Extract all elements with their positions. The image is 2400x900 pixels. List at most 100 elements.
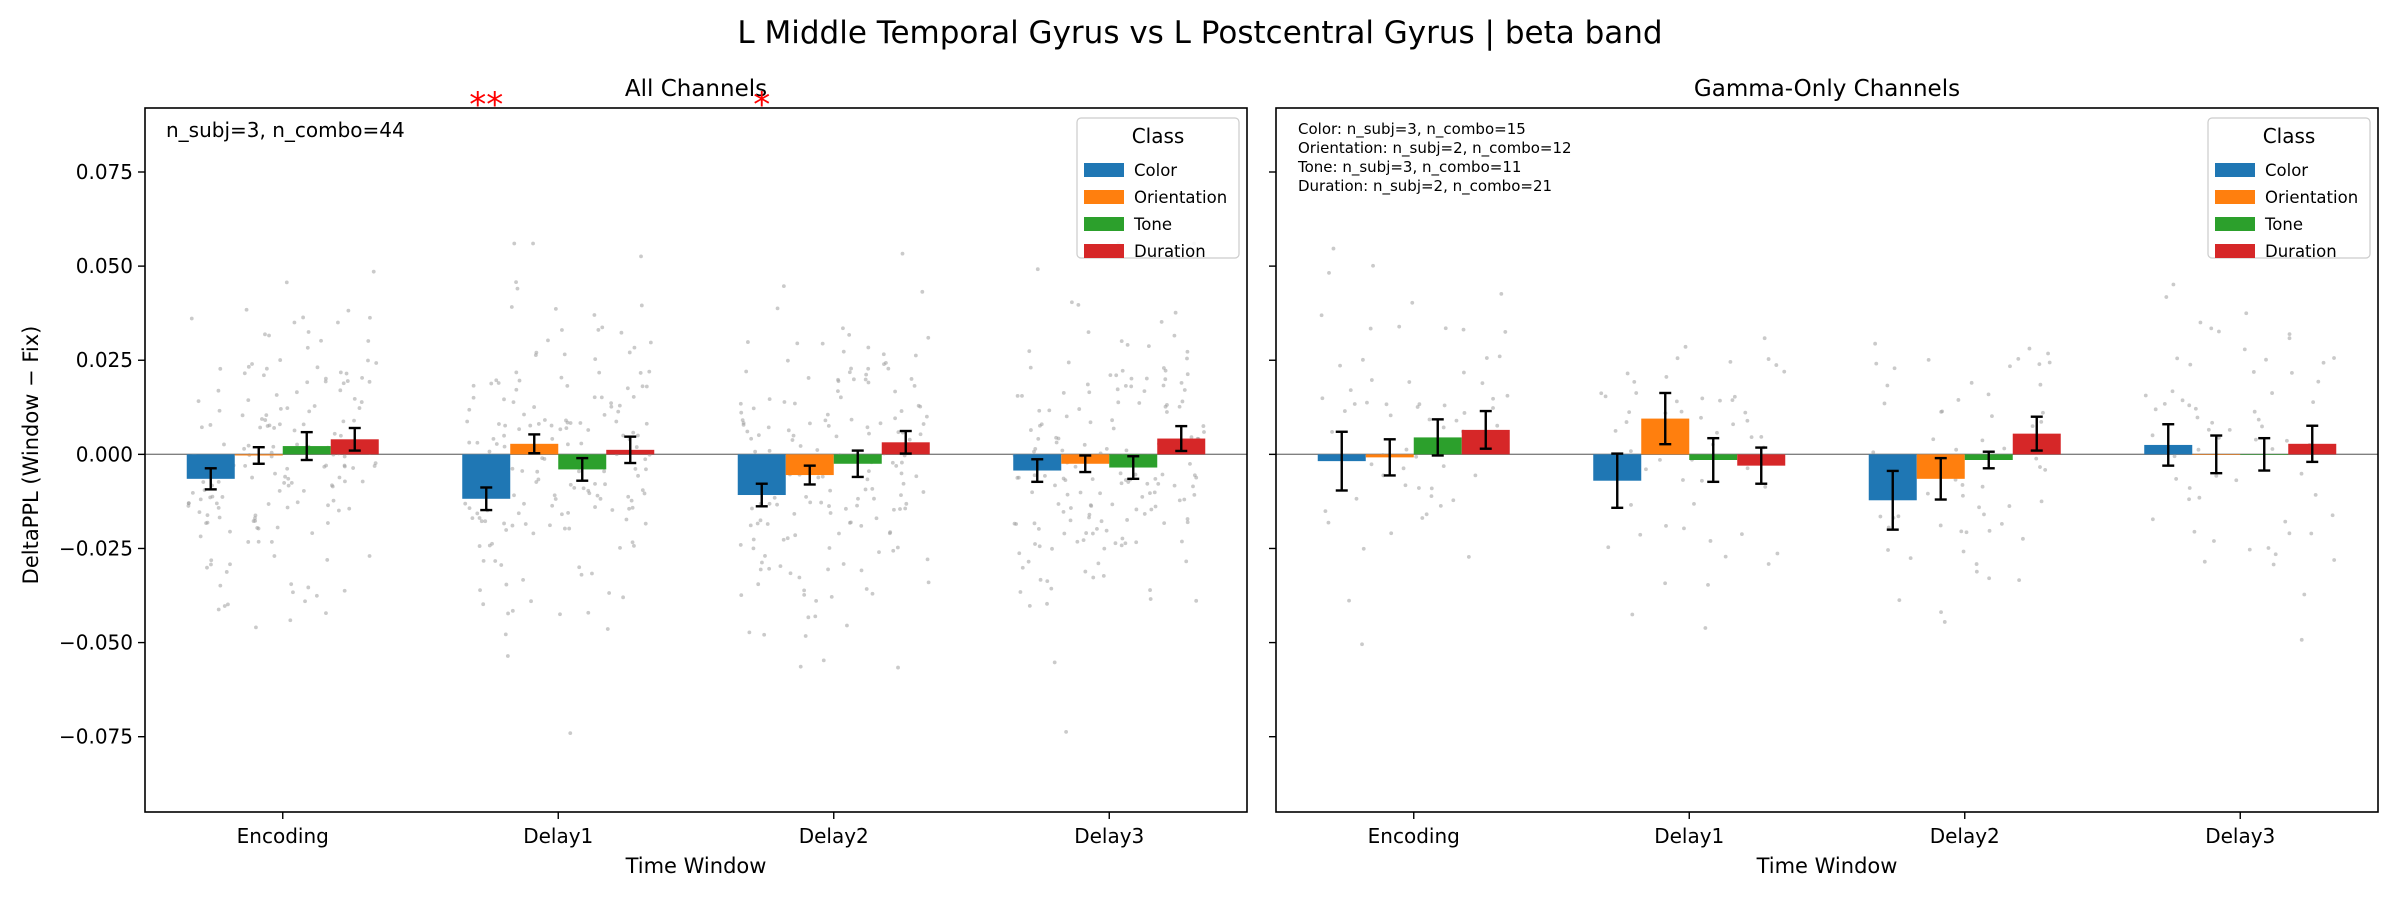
jitter-point xyxy=(603,482,607,487)
jitter-point xyxy=(226,602,230,607)
jitter-point xyxy=(1120,368,1125,373)
jitter-point xyxy=(521,577,525,582)
errorbar-color-delay1 xyxy=(480,486,493,512)
jitter-point xyxy=(605,627,610,631)
y-axis-label: DeltaPPL (Window − Fix) xyxy=(19,326,43,585)
jitter-point xyxy=(1108,373,1113,378)
legend-label-tone: Tone xyxy=(2264,215,2303,234)
jitter-point xyxy=(273,471,277,476)
jitter-point xyxy=(926,580,931,585)
jitter-point xyxy=(841,326,845,331)
jitter-point xyxy=(562,352,567,357)
jitter-point xyxy=(642,491,647,496)
jitter-point xyxy=(644,467,648,472)
jitter-point xyxy=(2316,379,2321,384)
jitter-point xyxy=(209,562,213,567)
jitter-point xyxy=(357,406,362,410)
jitter-point xyxy=(639,303,644,308)
jitter-point xyxy=(597,370,602,375)
jitter-point xyxy=(2192,529,2197,534)
jitter-point xyxy=(1926,357,1931,362)
jitter-point xyxy=(274,393,279,397)
jitter-point xyxy=(2007,504,2012,508)
jitter-point xyxy=(1384,402,1389,407)
jitter-point xyxy=(2206,427,2211,432)
jitter-point xyxy=(865,477,870,482)
jitter-point xyxy=(1429,486,1434,491)
jitter-point xyxy=(644,384,649,389)
jitter-point xyxy=(921,422,926,426)
jitter-point xyxy=(1664,375,1669,379)
jitter-point xyxy=(294,390,299,395)
jitter-point xyxy=(374,361,379,365)
jitter-point xyxy=(598,496,603,501)
errorbar-duration-encoding xyxy=(348,426,361,452)
jitter-point xyxy=(1708,539,1713,543)
jitter-point xyxy=(1120,536,1125,541)
jitter-point xyxy=(489,381,494,386)
jitter-point xyxy=(1098,491,1102,496)
jitter-point xyxy=(2038,465,2042,469)
jitter-point xyxy=(205,513,210,518)
errorbar-orientation-delay2 xyxy=(1934,456,1947,501)
jitter-point xyxy=(323,379,328,384)
jitter-point xyxy=(1056,502,1061,506)
jitter-point xyxy=(1045,579,1050,583)
jitter-point xyxy=(217,515,222,520)
jitter-point xyxy=(614,419,619,424)
panel-gamma-only-channels: Gamma-Only Channels Time Window Color: n… xyxy=(1269,76,2379,878)
jitter-point xyxy=(258,425,263,430)
jitter-point xyxy=(627,506,631,511)
jitter-point xyxy=(899,471,904,476)
jitter-point xyxy=(1420,516,1425,520)
jitter-point xyxy=(1874,361,1879,366)
jitter-point xyxy=(277,422,282,427)
jitter-point xyxy=(1410,300,1415,305)
jitter-point xyxy=(222,604,227,608)
jitter-point xyxy=(900,251,905,256)
jitter-point xyxy=(292,320,297,325)
jitter-point xyxy=(263,332,267,337)
jitter-point xyxy=(2214,474,2219,478)
jitter-point xyxy=(816,475,821,480)
jitter-point xyxy=(1064,414,1069,419)
jitter-point xyxy=(315,365,320,370)
jitter-point xyxy=(1749,435,1754,440)
jitter-point xyxy=(627,350,632,355)
jitter-point xyxy=(330,483,334,488)
jitter-point xyxy=(579,572,584,577)
jitter-point xyxy=(1679,409,1684,414)
jitter-point xyxy=(1062,531,1067,536)
jitter-point xyxy=(565,384,570,388)
jitter-point xyxy=(847,370,852,375)
errorbar-duration-delay2 xyxy=(2030,415,2043,452)
errorbar-color-delay2 xyxy=(755,482,768,508)
jitter-point xyxy=(2039,419,2044,424)
jitter-point xyxy=(631,395,636,399)
jitter-point xyxy=(767,397,772,402)
jitter-point xyxy=(1407,380,1412,384)
jitter-point xyxy=(766,425,771,430)
jitter-point xyxy=(751,537,756,542)
jitter-point xyxy=(295,442,299,447)
errorbar-orientation-encoding xyxy=(252,446,265,465)
jitter-point xyxy=(1624,420,1629,424)
jitter-point xyxy=(1124,448,1129,453)
jitter-point xyxy=(1942,620,1947,624)
jitter-point xyxy=(856,496,860,501)
legend-swatch-duration xyxy=(2215,244,2255,258)
jitter-point xyxy=(2287,332,2292,337)
jitter-point xyxy=(1885,383,1890,388)
jitter-point xyxy=(264,413,269,418)
jitter-point xyxy=(546,338,550,343)
jitter-point xyxy=(881,352,886,357)
jitter-point xyxy=(2153,407,2158,412)
errorbar-tone-delay3 xyxy=(1127,455,1140,481)
jitter-point xyxy=(189,316,194,321)
jitter-point xyxy=(1160,472,1165,477)
jitter-point xyxy=(806,615,811,620)
jitter-point xyxy=(596,328,601,332)
jitter-point xyxy=(738,401,743,406)
jitter-point xyxy=(228,529,232,534)
errorbar-duration-delay1 xyxy=(624,435,637,465)
